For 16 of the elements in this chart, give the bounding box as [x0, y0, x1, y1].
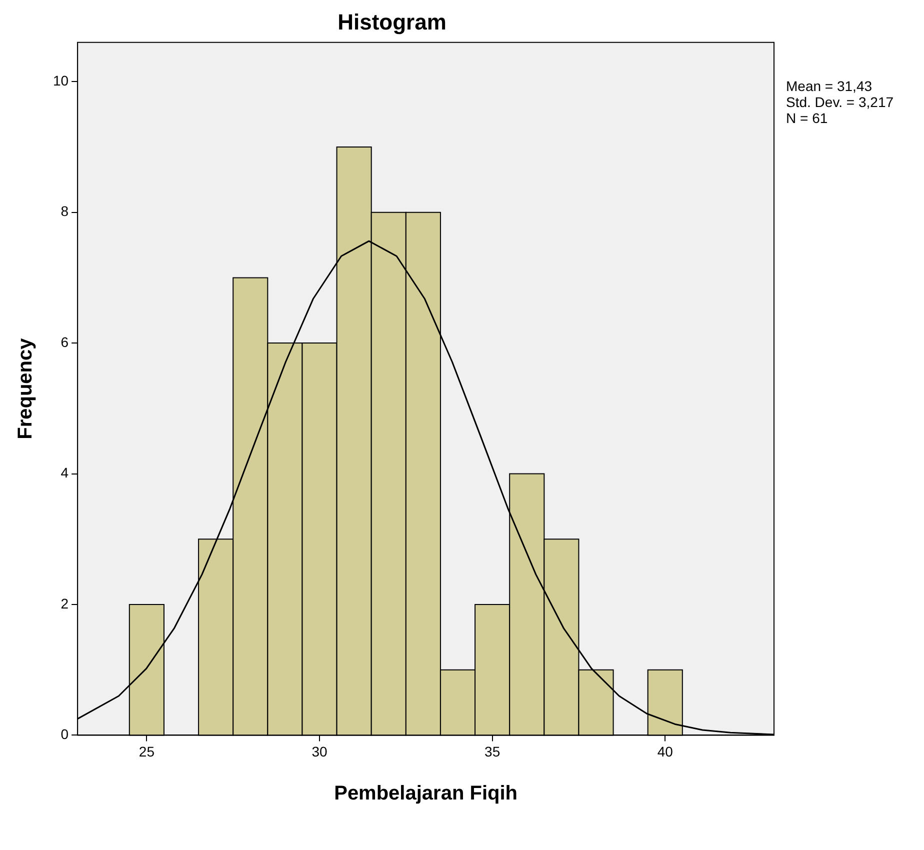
chart-title: Histogram	[338, 9, 446, 34]
text: Std. Dev. = 3,217	[786, 94, 894, 110]
y-tick-label: 4	[60, 464, 69, 481]
text: Mean = 31,43	[786, 78, 872, 94]
text: N = 61	[786, 110, 828, 126]
y-tick-label: 2	[60, 595, 69, 612]
y-tick-label: 0	[60, 726, 69, 742]
x-tick-label: 30	[312, 743, 328, 760]
x-tick-label: 40	[657, 743, 674, 760]
y-axis-title: Frequency	[14, 337, 37, 440]
x-tick-label: 35	[484, 743, 500, 760]
y-tick-label: 10	[52, 72, 69, 88]
x-tick-label: 25	[138, 743, 155, 760]
y-tick-label: 6	[60, 334, 69, 350]
x-axis-title: Pembelajaran Fiqih	[334, 782, 518, 805]
y-tick-label: 8	[60, 203, 69, 220]
